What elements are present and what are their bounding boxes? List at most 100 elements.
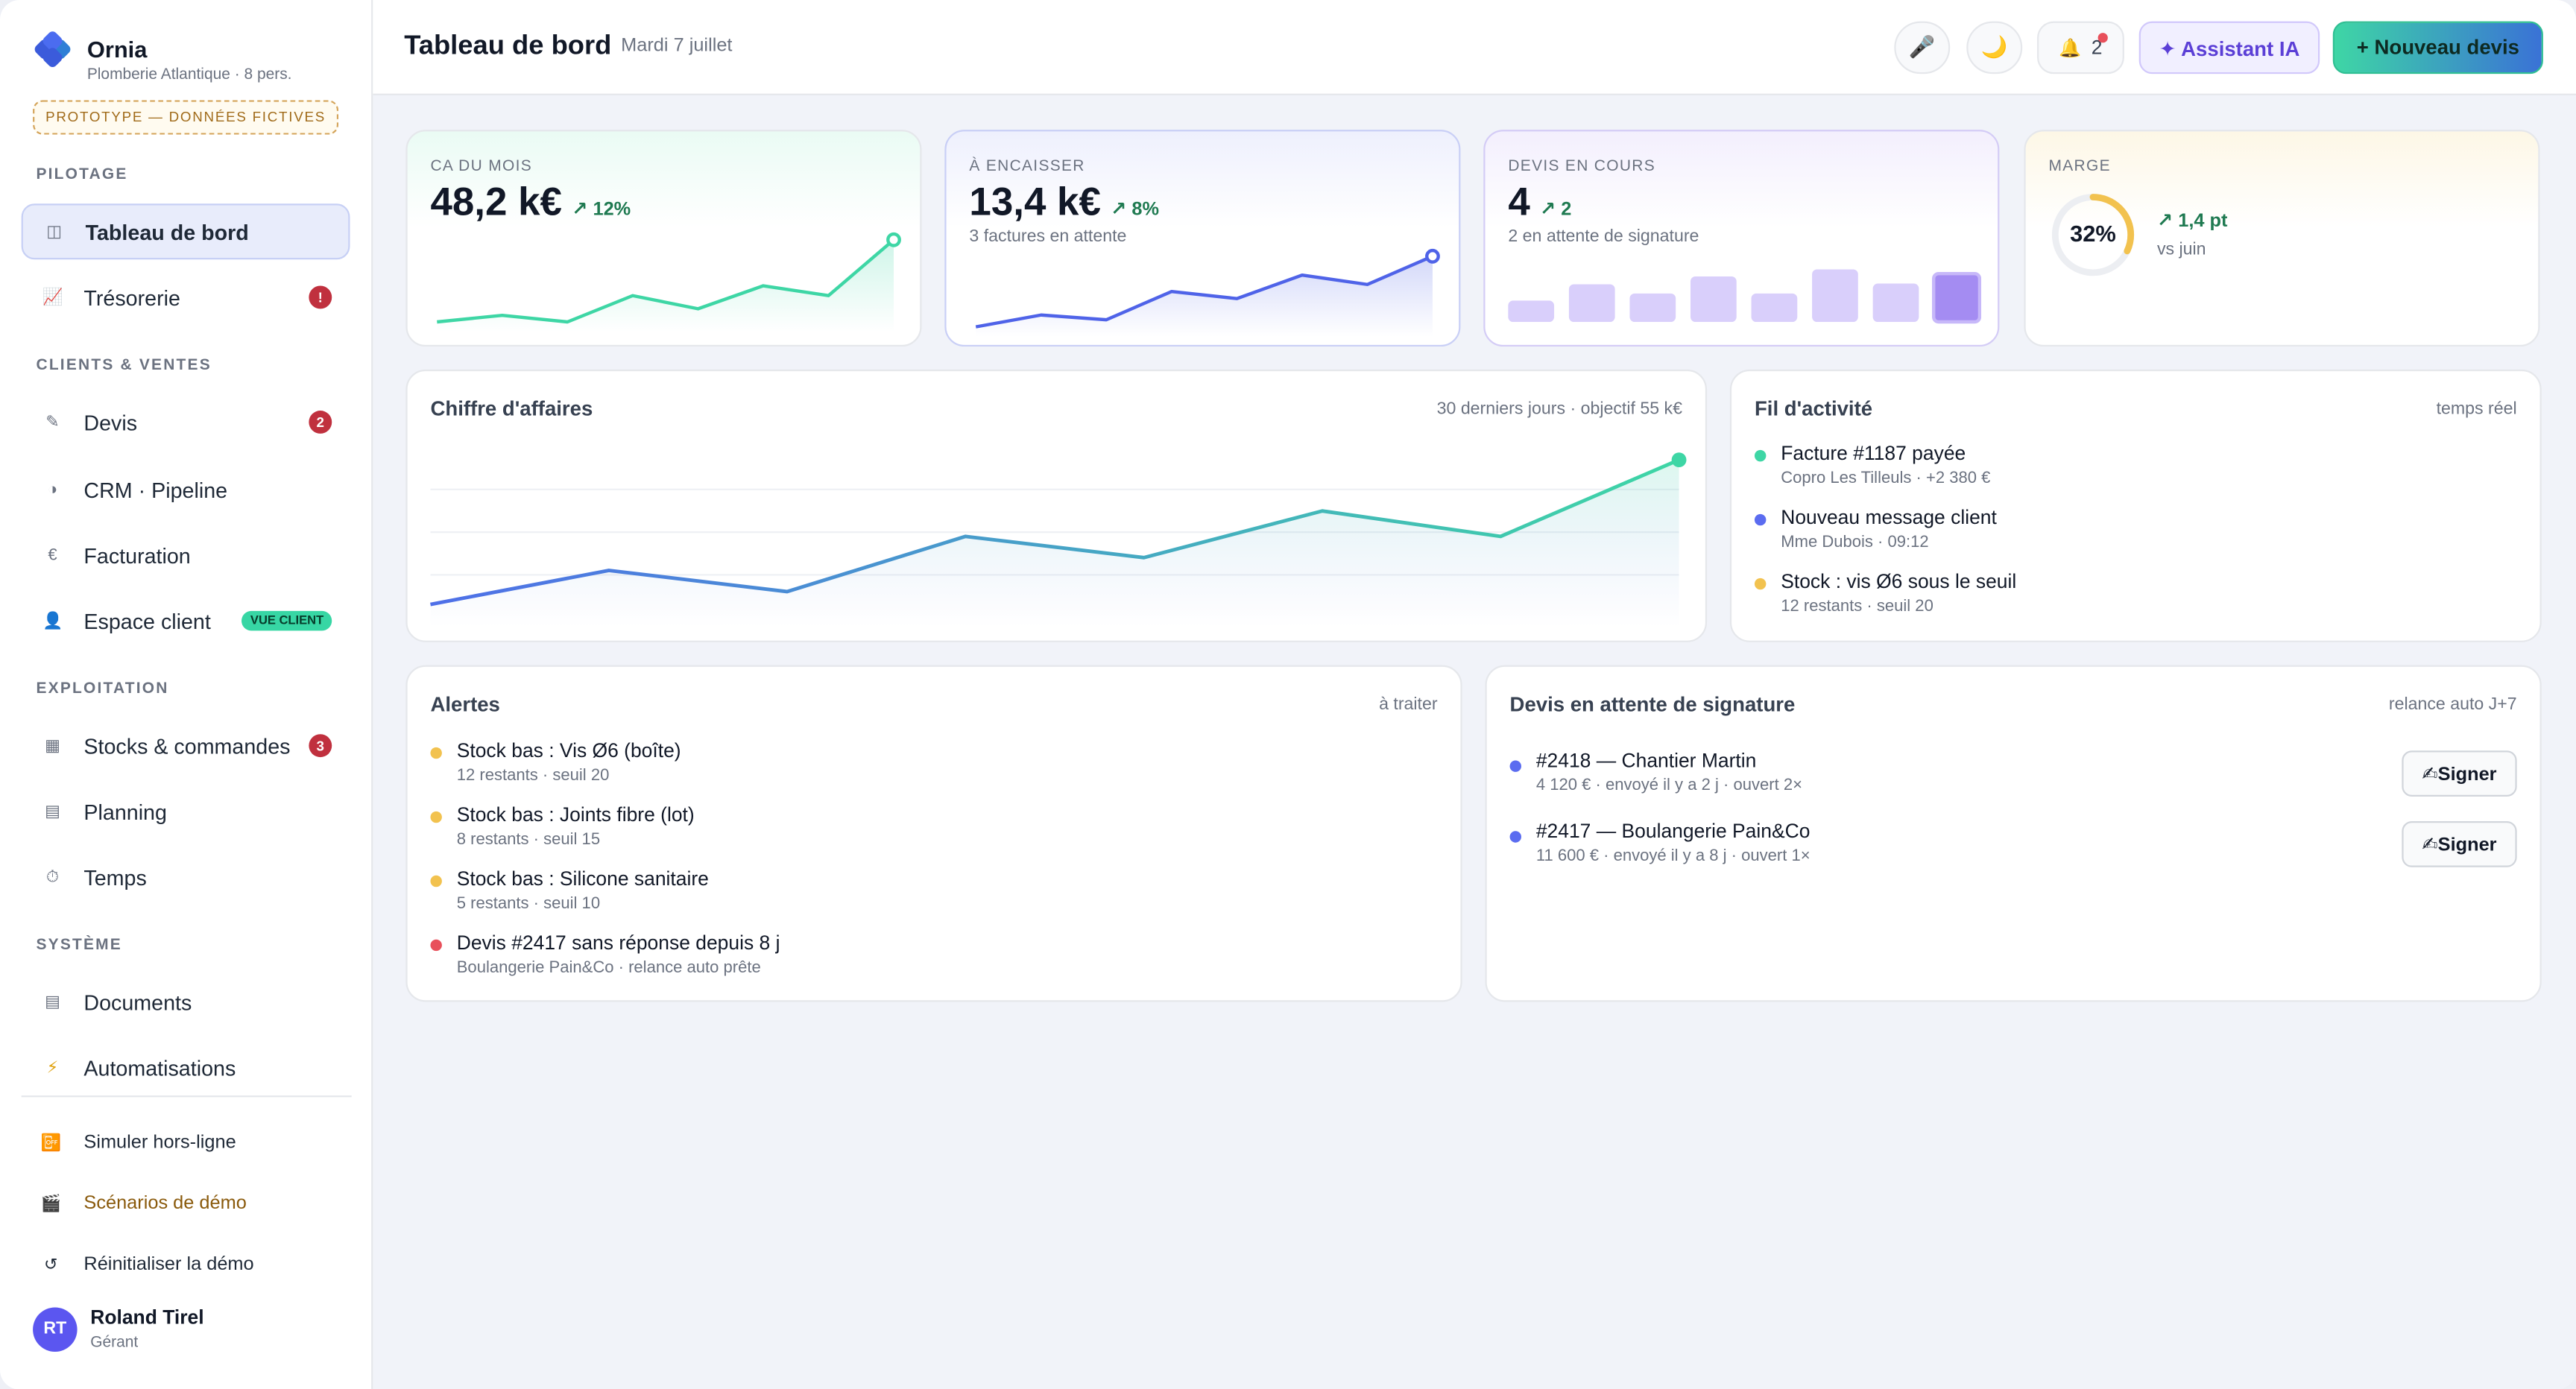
kpi-card-marge[interactable]: MARGE 32% ↗ 1,4 pt vs juin [2024, 130, 2540, 347]
kpi-value-text: 4 [1508, 180, 1530, 225]
sidebar-item-espace-client[interactable]: 👤 Espace client VUE CLIENT [22, 593, 350, 649]
sign-button[interactable]: ✍Signer [2402, 750, 2517, 797]
kpi-card-ca-du-mois[interactable]: CA DU MOIS 48,2 k€ ↗ 12% [405, 130, 922, 347]
devis-bar [1812, 269, 1858, 322]
alert-item[interactable]: Devis #2417 sans réponse depuis 8 j Boula… [430, 931, 780, 977]
item-sub: 12 restants · seuil 20 [1781, 598, 1933, 616]
sidebar-item-tresorerie[interactable]: 📈 Trésorerie! [22, 269, 350, 325]
status-dot [430, 811, 442, 823]
kpi-delta: ↗ 2 [1540, 200, 1572, 221]
sidebar-item-devis[interactable]: ✎ Devis 2 [22, 394, 350, 450]
link-label: Réinitialiser la démo [83, 1254, 254, 1275]
sparkline-encaisser [975, 248, 1440, 337]
revenue-chart-card: Chiffre d'affaires 30 derniers jours · o… [405, 369, 1708, 642]
status-dot [430, 939, 442, 952]
microphone-button[interactable]: 🎤 [1894, 21, 1951, 75]
sidebar-item-crm-pipeline[interactable]: ◑ CRM · Pipeline [22, 461, 350, 517]
marge-ring-fill [2051, 194, 2135, 276]
activity-item[interactable]: Nouveau message client Mme Dubois · 09:12 [1754, 505, 1997, 552]
count-badge: 2 [309, 411, 332, 434]
item-title: Nouveau message client [1781, 505, 1997, 529]
sparkline-line [975, 254, 1433, 329]
sign-button[interactable]: ✍Signer [2402, 821, 2517, 867]
sidebar-item-documents[interactable]: ▤ Documents [22, 974, 350, 1030]
devis-bar [1751, 293, 1798, 322]
activity-title: Fil d'activité [1754, 397, 1873, 421]
theme-toggle-button[interactable]: 🌙 [1966, 21, 2023, 75]
kpi-delta: ↗ 12% [572, 200, 631, 221]
main-content: Tableau de bord Mardi 7 juillet 🎤 🌙 🔔 2 ✦… [373, 0, 2576, 1389]
section-clients-ventes: CLIENTS & VENTES [36, 356, 212, 375]
devis-bar [1629, 293, 1676, 322]
reinitialiser-demo-link[interactable]: ↺ Réinitialiser la démo [40, 1255, 254, 1274]
avatar: RT [33, 1306, 78, 1351]
sparkline-line [437, 238, 895, 324]
revenue-area [430, 460, 1679, 627]
brand-name: Ornia [86, 36, 148, 63]
simuler-hors-ligne-link[interactable]: 📴 Simuler hors-ligne [40, 1133, 236, 1153]
alert-item[interactable]: Stock bas : Joints fibre (lot) 8 restants… [430, 803, 695, 849]
chart-icon: 📈 [42, 288, 63, 307]
kpi-label: À ENCAISSER [969, 157, 1085, 176]
user-icon: 👤 [42, 612, 63, 630]
signatures-meta: relance auto J+7 [2388, 694, 2517, 715]
scenarios-demo-link[interactable]: 🎬 Scénarios de démo [40, 1194, 247, 1213]
vue-client-tag: VUE CLIENT [242, 610, 332, 631]
kpi-subtitle: vs juin [2156, 239, 2206, 260]
sidebar-item-planning[interactable]: ▤ Planning [22, 783, 350, 839]
notifications-button[interactable]: 🔔 2 [2037, 21, 2124, 75]
prototype-badge: PROTOTYPE — DONNÉES FICTIVES [33, 100, 339, 135]
moon-icon: 🌙 [1980, 34, 2008, 60]
sidebar-item-label: Stocks & commandes [83, 733, 291, 759]
sparkline-ca [437, 232, 901, 332]
kpi-card-devis-en-cours[interactable]: DEVIS EN COURS 4 ↗ 2 2 en attente de sign… [1483, 130, 2000, 347]
quote-item[interactable]: #2418 — Chantier Martin 4 120 € · envoyé … [1509, 749, 1802, 795]
activity-item[interactable]: Facture #1187 payée Copro Les Tilleuls · … [1754, 442, 1990, 488]
sidebar-divider [21, 1095, 352, 1098]
item-sub: 11 600 € · envoyé il y a 8 j · ouvert 1× [1535, 847, 1811, 866]
signatures-title: Devis en attente de signature [1509, 693, 1796, 716]
item-title: Stock bas : Joints fibre (lot) [456, 803, 695, 826]
section-pilotage: PILOTAGE [36, 165, 128, 184]
assistant-ia-label: ✦ Assistant IA [2159, 37, 2300, 60]
devis-bar [1690, 276, 1737, 322]
status-dot [1509, 760, 1521, 772]
nouveau-devis-button[interactable]: + Nouveau devis [2332, 21, 2543, 75]
pencil-icon: ✎ [45, 413, 60, 431]
kpi-delta: ↗ 1,4 pt [2156, 212, 2228, 232]
sparkline-area [437, 239, 894, 332]
quote-item[interactable]: #2417 — Boulangerie Pain&Co 11 600 € · en… [1509, 820, 1811, 866]
status-dot [1509, 831, 1521, 843]
kpi-value-text: 13,4 k€ [969, 180, 1101, 225]
sidebar-item-label: Planning [83, 799, 167, 824]
chart-meta: 30 derniers jours · objectif 55 k€ [1436, 399, 1682, 420]
kpi-card-a-encaisser[interactable]: À ENCAISSER 13,4 k€ ↗ 8% 3 factures en at… [944, 130, 1461, 347]
kpi-value: 4 ↗ 2 [1508, 180, 1571, 227]
revenue-line-chart [430, 452, 1687, 627]
page-date: Mardi 7 juillet [621, 36, 733, 56]
sidebar-item-label: Trésorerie [83, 285, 180, 310]
kpi-value: 48,2 k€ ↗ 12% [430, 180, 631, 227]
alerts-meta: à traiter [1379, 694, 1438, 715]
alert-item[interactable]: Stock bas : Silicone sanitaire 5 restants… [430, 867, 709, 913]
sidebar-item-label: Devis [83, 409, 138, 434]
activity-meta: temps réel [2436, 399, 2517, 420]
status-dot [1754, 578, 1767, 590]
sidebar-item-tableau-de-bord[interactable]: ◫ Tableau de bord [21, 203, 350, 260]
alert-badge: ! [309, 285, 332, 309]
sidebar-item-stocks-commandes[interactable]: ▦ Stocks & commandes 3 [22, 718, 350, 773]
sidebar-item-automatisations[interactable]: ⚡ Automatisations [22, 1040, 350, 1095]
reset-icon: ↺ [44, 1256, 58, 1274]
chart-title: Chiffre d'affaires [430, 397, 593, 421]
activity-item[interactable]: Stock : vis Ø6 sous le seuil 12 restants … [1754, 569, 2017, 616]
item-title: Stock : vis Ø6 sous le seuil [1781, 569, 2017, 593]
sidebar-item-temps[interactable]: ⏱ Temps [22, 849, 350, 905]
document-icon: ▤ [45, 993, 60, 1011]
user-profile[interactable]: RT Roland Tirel Gérant [33, 1306, 204, 1352]
sidebar-item-facturation[interactable]: € Facturation [22, 528, 350, 583]
assistant-ia-button[interactable]: ✦ Assistant IA [2138, 21, 2320, 75]
alert-item[interactable]: Stock bas : Vis Ø6 (boîte) 12 restants · … [430, 739, 681, 785]
revenue-line [430, 458, 1680, 607]
notification-dot [2097, 33, 2108, 43]
